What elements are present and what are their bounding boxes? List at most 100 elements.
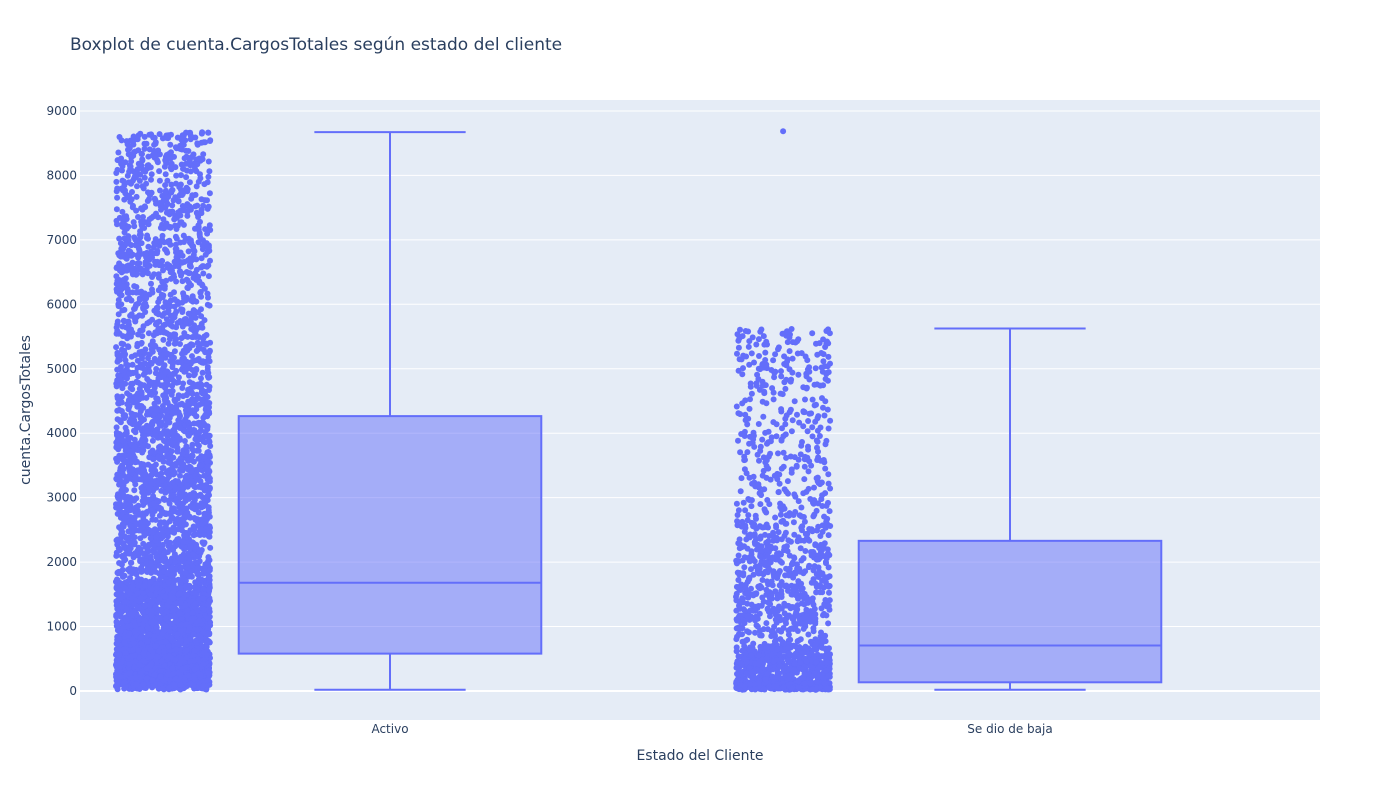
data-point[interactable] <box>193 256 200 263</box>
data-point[interactable] <box>173 259 180 266</box>
data-point[interactable] <box>124 623 131 630</box>
data-point[interactable] <box>131 487 138 494</box>
data-point[interactable] <box>113 178 120 185</box>
data-point[interactable] <box>145 461 152 468</box>
data-point[interactable] <box>126 192 132 199</box>
data-point[interactable] <box>160 336 167 343</box>
data-point[interactable] <box>207 138 213 144</box>
data-point[interactable] <box>191 248 198 255</box>
data-points[interactable] <box>113 128 834 693</box>
data-point[interactable] <box>119 566 126 573</box>
data-point[interactable] <box>177 359 184 366</box>
data-point[interactable] <box>186 582 193 589</box>
data-point[interactable] <box>144 387 151 394</box>
data-point[interactable] <box>132 622 138 629</box>
data-point[interactable] <box>130 412 137 419</box>
data-point[interactable] <box>117 267 123 274</box>
data-point[interactable] <box>186 425 193 432</box>
data-point[interactable] <box>169 202 176 209</box>
data-point[interactable] <box>178 172 184 179</box>
data-point[interactable] <box>142 602 149 609</box>
data-point[interactable] <box>199 282 206 289</box>
data-point[interactable] <box>206 468 213 475</box>
data-point[interactable] <box>160 282 167 289</box>
data-point[interactable] <box>116 376 123 383</box>
data-point[interactable] <box>150 244 157 251</box>
data-point[interactable] <box>175 392 182 399</box>
data-point[interactable] <box>145 567 151 574</box>
data-point[interactable] <box>181 155 188 162</box>
data-point[interactable] <box>172 194 179 201</box>
data-point[interactable] <box>113 683 120 690</box>
data-point[interactable] <box>113 324 120 331</box>
data-point[interactable] <box>166 302 173 309</box>
data-point[interactable] <box>144 198 151 204</box>
data-point[interactable] <box>136 296 143 303</box>
data-point[interactable] <box>197 233 203 240</box>
data-point[interactable] <box>198 130 205 137</box>
data-point[interactable] <box>167 539 174 546</box>
data-point[interactable] <box>162 447 168 454</box>
data-point[interactable] <box>172 233 179 240</box>
data-point[interactable] <box>180 292 187 299</box>
data-point[interactable] <box>139 156 146 163</box>
data-point[interactable] <box>135 373 142 380</box>
data-point[interactable] <box>174 486 180 492</box>
data-point[interactable] <box>169 187 176 193</box>
data-point[interactable] <box>171 216 178 223</box>
data-point[interactable] <box>151 671 158 678</box>
data-point[interactable] <box>129 386 136 393</box>
data-point[interactable] <box>142 530 149 537</box>
data-point[interactable] <box>182 316 189 322</box>
data-point[interactable] <box>140 487 147 493</box>
data-point[interactable] <box>116 235 123 242</box>
data-point[interactable] <box>184 284 191 291</box>
data-point[interactable] <box>131 628 138 635</box>
data-point[interactable] <box>150 488 156 494</box>
data-point[interactable] <box>127 545 134 552</box>
data-point[interactable] <box>126 145 133 151</box>
data-point[interactable] <box>135 647 142 654</box>
data-point[interactable] <box>144 376 151 382</box>
data-point[interactable] <box>136 312 143 319</box>
data-point[interactable] <box>163 407 170 413</box>
data-point[interactable] <box>157 434 164 441</box>
data-point[interactable] <box>116 547 123 554</box>
data-point[interactable] <box>178 270 185 277</box>
data-point[interactable] <box>183 591 190 598</box>
data-point[interactable] <box>198 196 205 203</box>
data-point[interactable] <box>205 504 212 511</box>
data-point[interactable] <box>129 540 135 546</box>
data-point[interactable] <box>173 367 180 374</box>
data-point[interactable] <box>156 346 163 353</box>
data-point[interactable] <box>198 576 205 583</box>
data-point[interactable] <box>195 421 202 428</box>
data-point[interactable] <box>179 259 185 266</box>
data-point[interactable] <box>166 684 173 691</box>
data-point[interactable] <box>155 271 162 278</box>
data-point[interactable] <box>184 612 191 619</box>
data-point[interactable] <box>162 369 169 376</box>
data-point[interactable] <box>194 210 201 217</box>
data-point[interactable] <box>159 403 166 409</box>
data-point[interactable] <box>135 132 142 139</box>
data-point[interactable] <box>130 219 137 226</box>
data-point[interactable] <box>172 405 179 411</box>
data-point[interactable] <box>195 442 202 449</box>
data-point[interactable] <box>186 365 193 372</box>
data-point[interactable] <box>181 367 188 374</box>
data-point[interactable] <box>165 470 171 477</box>
data-point[interactable] <box>114 458 121 465</box>
data-point[interactable] <box>164 428 171 435</box>
data-point[interactable] <box>205 670 212 677</box>
data-point[interactable] <box>139 448 146 455</box>
data-point[interactable] <box>127 522 134 529</box>
data-point[interactable] <box>149 677 156 684</box>
data-point[interactable] <box>172 222 179 229</box>
data-point[interactable] <box>194 141 201 148</box>
data-point[interactable] <box>133 301 140 308</box>
data-point[interactable] <box>175 536 182 542</box>
data-point[interactable] <box>147 449 154 456</box>
data-point[interactable] <box>199 516 206 523</box>
data-point[interactable] <box>178 219 185 226</box>
